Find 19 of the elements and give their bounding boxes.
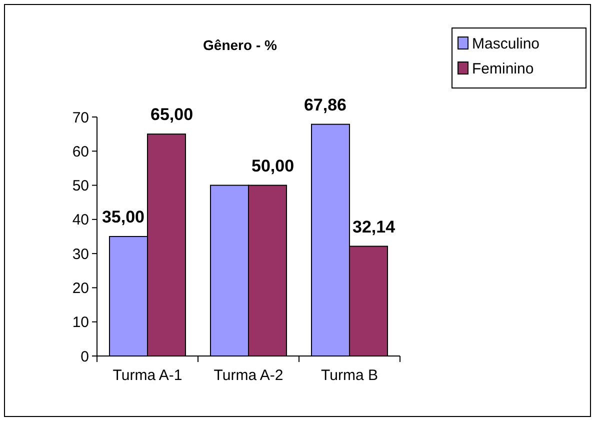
y-tick-label: 60 [72,143,89,160]
y-tick-label: 50 [72,178,89,195]
legend-label: Masculino [472,35,540,52]
y-tick-label: 70 [72,109,89,126]
data-label: 67,86 [304,95,346,114]
x-tick-label: Turma A-2 [214,367,284,384]
data-label: 35,00 [102,208,144,226]
y-tick-label: 20 [72,280,89,297]
data-label: 32,14 [352,217,396,236]
x-tick-label: Turma A-1 [112,367,182,384]
y-tick-label: 0 [80,348,89,366]
y-tick-label: 30 [72,246,89,263]
legend-label: Feminino [472,60,534,78]
data-label: 65,00 [150,105,194,124]
data-label: 50,00 [252,156,294,176]
y-tick-label: 40 [72,212,89,229]
y-tick-label: 10 [72,314,89,332]
x-tick-label: Turma B [321,367,378,384]
chart-title: Gênero - % [203,37,278,53]
